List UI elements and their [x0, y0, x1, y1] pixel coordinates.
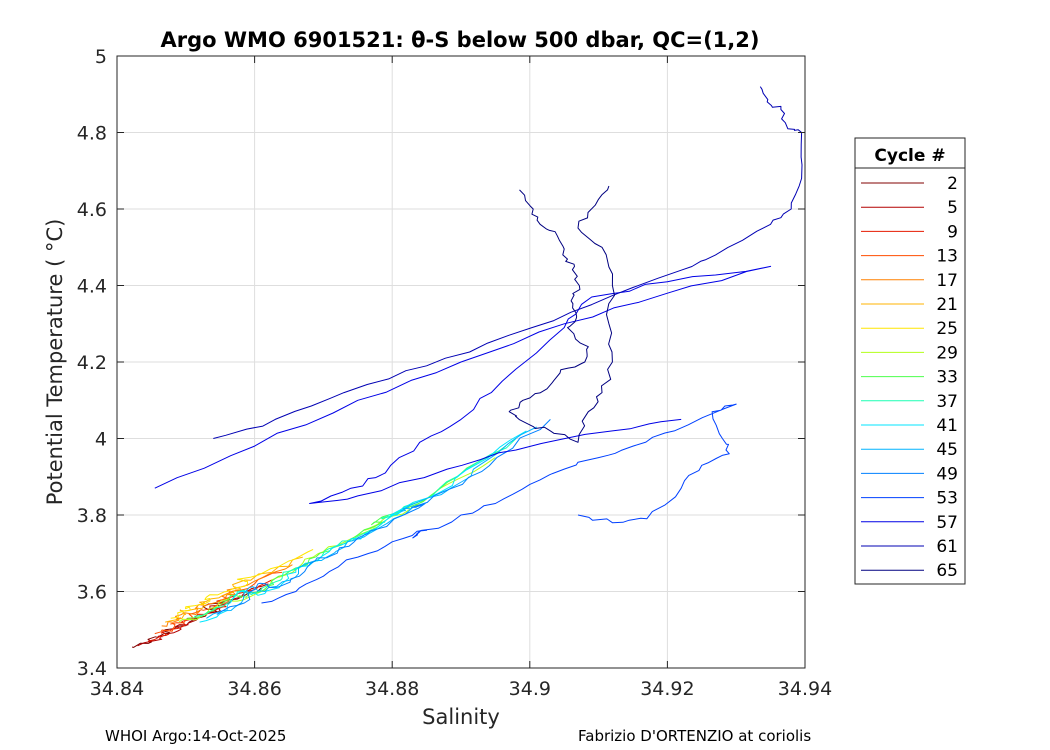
series-line-cycle-61 [213, 86, 803, 439]
legend-label: 53 [936, 489, 958, 509]
series-line-cycle-25 [170, 548, 314, 619]
y-tick-labels: 3.4 3.6 3.8 4 4.2 4.4 4.6 4.8 5 [77, 46, 107, 680]
legend-label: 33 [936, 368, 958, 388]
legend-label: 49 [936, 464, 958, 484]
legend-label: 2 [947, 174, 958, 194]
y-tick-label: 4.2 [77, 352, 107, 374]
y-tick-label: 5 [95, 46, 107, 68]
y-tick-label: 4.6 [77, 199, 107, 221]
y-tick-label: 3.6 [77, 582, 107, 604]
series-line-cycle-41 [199, 430, 527, 623]
y-tick-label: 4.4 [77, 276, 107, 298]
legend-label: 45 [936, 440, 958, 460]
series-line-cycle-53 [261, 403, 737, 604]
footer-right: Fabrizio D'ORTENZIO at coriolis [578, 727, 811, 745]
tick-marks [116, 55, 806, 669]
series-layer [131, 86, 803, 648]
legend-label: 57 [936, 513, 958, 533]
footer-left: WHOI Argo:14-Oct-2025 [105, 727, 286, 745]
legend-label: 41 [936, 416, 958, 436]
y-tick-label: 3.4 [77, 658, 107, 680]
legend-label: 37 [936, 392, 958, 412]
legend-title: Cycle # [874, 146, 945, 166]
series-line-cycle-65 [508, 185, 615, 443]
x-tick-label: 34.88 [365, 678, 419, 700]
series-line-cycle-13 [154, 571, 283, 635]
x-tick-label: 34.86 [227, 678, 281, 700]
x-axis-label: Salinity [422, 705, 500, 729]
series-line-cycle-45 [206, 426, 537, 619]
legend-label: 65 [936, 561, 958, 581]
x-tick-label: 34.92 [640, 678, 694, 700]
legend-box [854, 137, 966, 585]
series-line-cycle-57 [154, 265, 772, 504]
x-tick-label: 34.84 [90, 678, 144, 700]
x-tick-labels: 34.84 34.86 34.88 34.9 34.92 34.94 [90, 678, 832, 700]
chart-title: Argo WMO 6901521: θ-S below 500 dbar, QC… [161, 28, 760, 52]
legend-label: 25 [936, 319, 958, 339]
y-axis-label: Potential Temperature ( °C) [43, 219, 67, 506]
legend-label: 29 [936, 343, 958, 363]
legend-label: 13 [936, 247, 958, 267]
legend-label: 17 [936, 271, 958, 291]
x-tick-label: 34.9 [509, 678, 551, 700]
legend-label: 21 [936, 295, 958, 315]
legend-label: 5 [947, 198, 958, 218]
y-tick-label: 4 [95, 429, 107, 451]
x-tick-label: 34.94 [778, 678, 832, 700]
series-line-cycle-49 [216, 419, 551, 615]
series-line-cycle-21 [165, 556, 303, 623]
y-tick-label: 4.8 [77, 123, 107, 145]
y-tick-label: 3.8 [77, 505, 107, 527]
legend-label: 9 [947, 222, 958, 242]
legend-label: 61 [936, 537, 958, 557]
